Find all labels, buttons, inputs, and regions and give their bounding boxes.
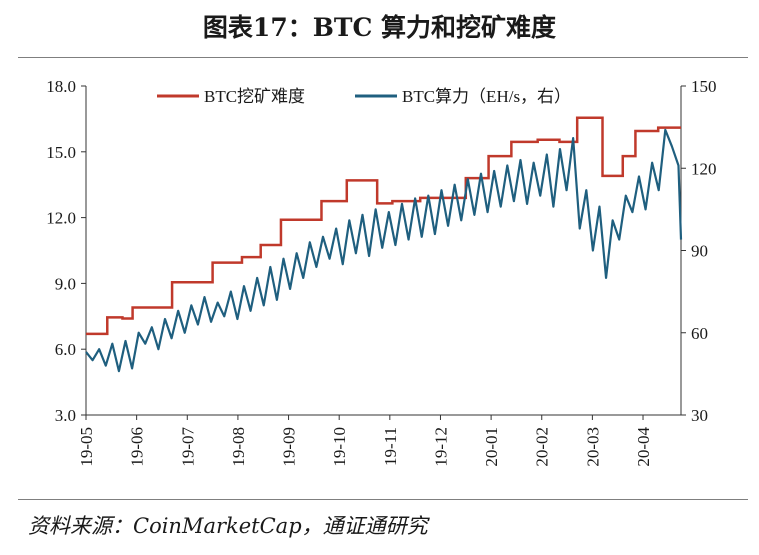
y-right-ticks: 30 60 90 120 150	[681, 77, 717, 425]
x-tick-label: 20-02	[533, 427, 552, 467]
series-hashrate-line	[85, 128, 683, 373]
axes	[85, 86, 682, 416]
x-tick-label: 19-11	[381, 427, 400, 466]
x-tick-label: 19-10	[330, 427, 349, 467]
x-tick-label: 20-04	[634, 427, 653, 467]
x-ticks: 19-05 19-06 19-07 19-08 19-09 19-10 19-11 19-12…	[77, 415, 653, 467]
x-tick-label: 19-05	[77, 427, 96, 467]
x-tick-label: 19-08	[229, 427, 248, 467]
chart-title: 图表17：BTC 算力和挖矿难度	[202, 13, 557, 42]
x-tick-label: 19-09	[280, 427, 299, 467]
x-tick-label: 20-03	[583, 427, 602, 467]
x-tick-label: 20-01	[482, 427, 501, 467]
legend-difficulty-label: BTC挖矿难度	[204, 87, 305, 106]
y-left-tick-label: 18.0	[46, 77, 76, 96]
y-left-tick-label: 3.0	[55, 406, 76, 425]
bottom-rule	[18, 499, 748, 500]
y-right-tick-label: 30	[691, 406, 708, 425]
y-right-tick-label: 150	[691, 77, 717, 96]
y-right-tick-label: 60	[691, 324, 708, 343]
chart: 3.0 6.0 9.0 12.0 15.0 18.0 30 60 90 120 150 19-05…	[46, 77, 717, 467]
source-note: 资料来源：CoinMarketCap，通证通研究	[28, 514, 428, 538]
y-left-tick-label: 9.0	[55, 274, 76, 293]
y-left-tick-label: 6.0	[55, 340, 76, 359]
legend-hashrate-label: BTC算力（EH/s，右）	[402, 87, 571, 106]
x-tick-label: 19-06	[128, 427, 147, 467]
y-left-tick-label: 12.0	[46, 209, 76, 228]
top-rule	[18, 57, 748, 58]
y-left-tick-label: 15.0	[46, 143, 76, 162]
y-right-tick-label: 120	[691, 159, 717, 178]
x-tick-label: 19-07	[178, 427, 197, 467]
series-difficulty-line	[86, 116, 681, 336]
series-layer	[85, 116, 683, 373]
y-right-tick-label: 90	[691, 242, 708, 261]
x-tick-label: 19-12	[431, 427, 450, 467]
legend: BTC挖矿难度 BTC算力（EH/s，右）	[157, 87, 571, 106]
y-left-ticks: 3.0 6.0 9.0 12.0 15.0 18.0	[46, 77, 86, 425]
